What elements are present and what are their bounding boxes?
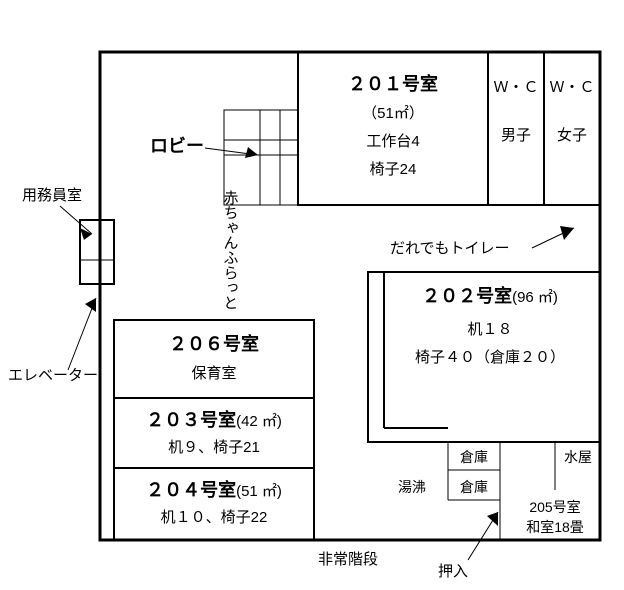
janitor-arrow (80, 228, 92, 240)
r201-area: （51㎡） (362, 105, 424, 122)
yuwakashi-label: 湯沸 (398, 479, 426, 495)
wc-f-title: Ｗ・Ｃ (549, 79, 594, 96)
souko-2: 倉庫 (460, 479, 488, 495)
top-right-block (298, 52, 600, 205)
baby-vertical: 赤ちゃんふらっと (222, 190, 239, 310)
r201-l2: 椅子24 (370, 161, 417, 178)
souko-1: 倉庫 (460, 449, 488, 465)
r206-title: ２０６号室 (169, 333, 259, 354)
r202-title: ２０２号室(96 ㎡) (422, 285, 558, 306)
accessible-toilet-label: だれでもトイレー (390, 240, 510, 257)
r202-l1: 机１８ (467, 321, 512, 338)
janitor-label: 用務員室 (22, 187, 82, 204)
accessible-arrow (560, 226, 574, 240)
elevator-label: エレベーター (8, 367, 98, 384)
emergency-stair: 非常階段 (318, 551, 378, 568)
wc-f-sub: 女子 (557, 126, 587, 144)
wc-m-title: Ｗ・Ｃ (493, 79, 538, 96)
elevator-arrow (85, 298, 96, 312)
lobby-label: ロビー (150, 136, 204, 156)
r203-title: ２０３号室(42 ㎡) (146, 409, 282, 430)
r205-l1: 和室18畳 (526, 519, 584, 535)
r204-l1: 机１０、椅子22 (161, 509, 268, 526)
janitor-box (80, 220, 114, 284)
r205-title: 205号室 (529, 499, 580, 515)
r206-sub: 保育室 (191, 365, 236, 382)
oshiire-label: 押入 (438, 563, 468, 580)
r202-l2: 椅子４０（倉庫２０） (415, 349, 565, 366)
wc-m-sub: 男子 (501, 127, 531, 144)
r201-l1: 工作台4 (366, 133, 419, 150)
lobby-arrow (245, 147, 258, 158)
r201-title: ２０１号室 (348, 73, 438, 94)
mizuya-label: 水屋 (564, 449, 592, 465)
r203-l1: 机９、椅子21 (168, 439, 260, 456)
oshiire-arrow (487, 512, 498, 526)
r204-title: ２０４号室(51 ㎡) (146, 479, 282, 500)
